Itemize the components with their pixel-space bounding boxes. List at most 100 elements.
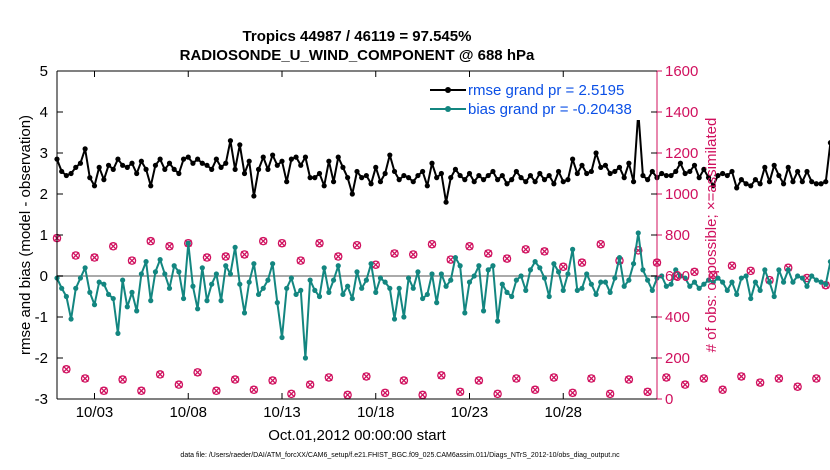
obs-possible-marker [212,386,221,396]
bias-point [509,293,515,300]
obs-assimilated-marker-b [90,253,99,262]
rmse-point [138,158,144,164]
obs-possible-marker [71,251,81,260]
obs-possible-marker [62,365,71,374]
obs-possible-marker [577,258,587,267]
obs-possible-marker [699,374,709,383]
obs-possible-marker [174,380,184,389]
bias-point [640,267,646,273]
rmse-point [363,172,369,179]
bias-point [724,287,730,293]
obs-point [90,253,99,262]
rmse-point [771,162,777,168]
rmse-point [766,179,773,185]
rmse-point [748,183,754,189]
obs-possible-marker [399,376,409,385]
bias-point [77,275,84,281]
rmse-point [330,179,337,185]
bias-point [63,293,69,300]
bias-point [354,269,360,275]
rmse-point [326,158,332,164]
rmse-point [405,175,412,181]
obs-possible-marker [474,376,484,385]
rmse-point [391,168,398,175]
obs-assimilated-marker-b [165,242,174,250]
rmse-point [270,152,276,158]
rmse-point [223,160,229,166]
obs-point [530,385,540,395]
bias-point [401,314,407,320]
bias-point [335,263,341,269]
rmse-point [659,170,665,177]
bias-point [776,267,782,273]
rmse-point [68,170,74,177]
rmse-point [687,168,693,175]
obs-assimilated-marker-b [231,375,239,384]
bias-point [330,277,337,283]
obs-assimilated-marker-b [297,256,305,265]
rmse-point [677,160,684,166]
bias-point [551,261,557,267]
obs-possible-marker [137,386,146,396]
y-left-tick-label: 2 [40,186,48,203]
obs-point [362,372,371,381]
obs-point [249,385,259,395]
obs-possible-marker [362,372,371,381]
obs-assimilated-marker-b [690,268,699,276]
obs-point [399,376,409,385]
bias-point [279,334,285,341]
obs-possible-marker [258,236,268,246]
rmse-point [420,168,426,175]
bias-point [804,283,810,289]
obs-point [315,238,324,248]
obs-point [755,378,765,387]
bias-point [691,279,698,285]
rmse-point [457,172,463,179]
bias-point [738,275,744,281]
bias-point [541,275,548,281]
y-left-tick-label: 4 [40,104,48,121]
rmse-point [663,172,669,179]
obs-possible-marker [521,245,531,254]
rmse-point [105,162,112,168]
x-tick-label: 10/28 [544,404,582,421]
rmse-point [185,154,191,160]
obs-assimilated-marker-b [709,271,717,279]
obs-possible-marker [540,247,549,256]
obs-point [540,247,549,256]
obs-point [709,270,718,280]
rmse-point [729,168,735,175]
bias-point [82,265,88,271]
obs-assimilated-marker-b [353,241,361,249]
obs-point [127,256,137,265]
bias-point [471,273,477,279]
obs-point [624,375,634,384]
obs-assimilated-marker-b [175,380,183,389]
obs-assimilated-marker-b [137,387,146,395]
y-right-tick-label: 1200 [665,145,698,162]
obs-possible-marker [793,382,802,391]
bias-point [101,281,107,287]
bias-point [176,269,182,275]
bias-point [513,277,519,283]
bias-point [546,293,552,300]
rmse-point [180,156,187,162]
rmse-point [190,160,196,166]
obs-possible-marker [755,378,765,387]
obs-possible-marker [99,386,109,396]
obs-point [62,365,71,374]
rmse-point [424,183,430,189]
bias-point [495,318,501,324]
obs-assimilated-marker-b [381,389,389,397]
rmse-point [799,179,805,185]
bias-point [645,277,651,283]
bias-point [340,291,346,298]
obs-possible-marker [230,375,240,384]
y-left-tick-label: 5 [40,63,48,80]
bias-point [410,285,416,291]
bias-point [405,275,412,281]
rmse-point [382,170,388,177]
rmse-point [255,166,262,172]
obs-point [155,370,165,379]
bias-point [452,254,459,261]
